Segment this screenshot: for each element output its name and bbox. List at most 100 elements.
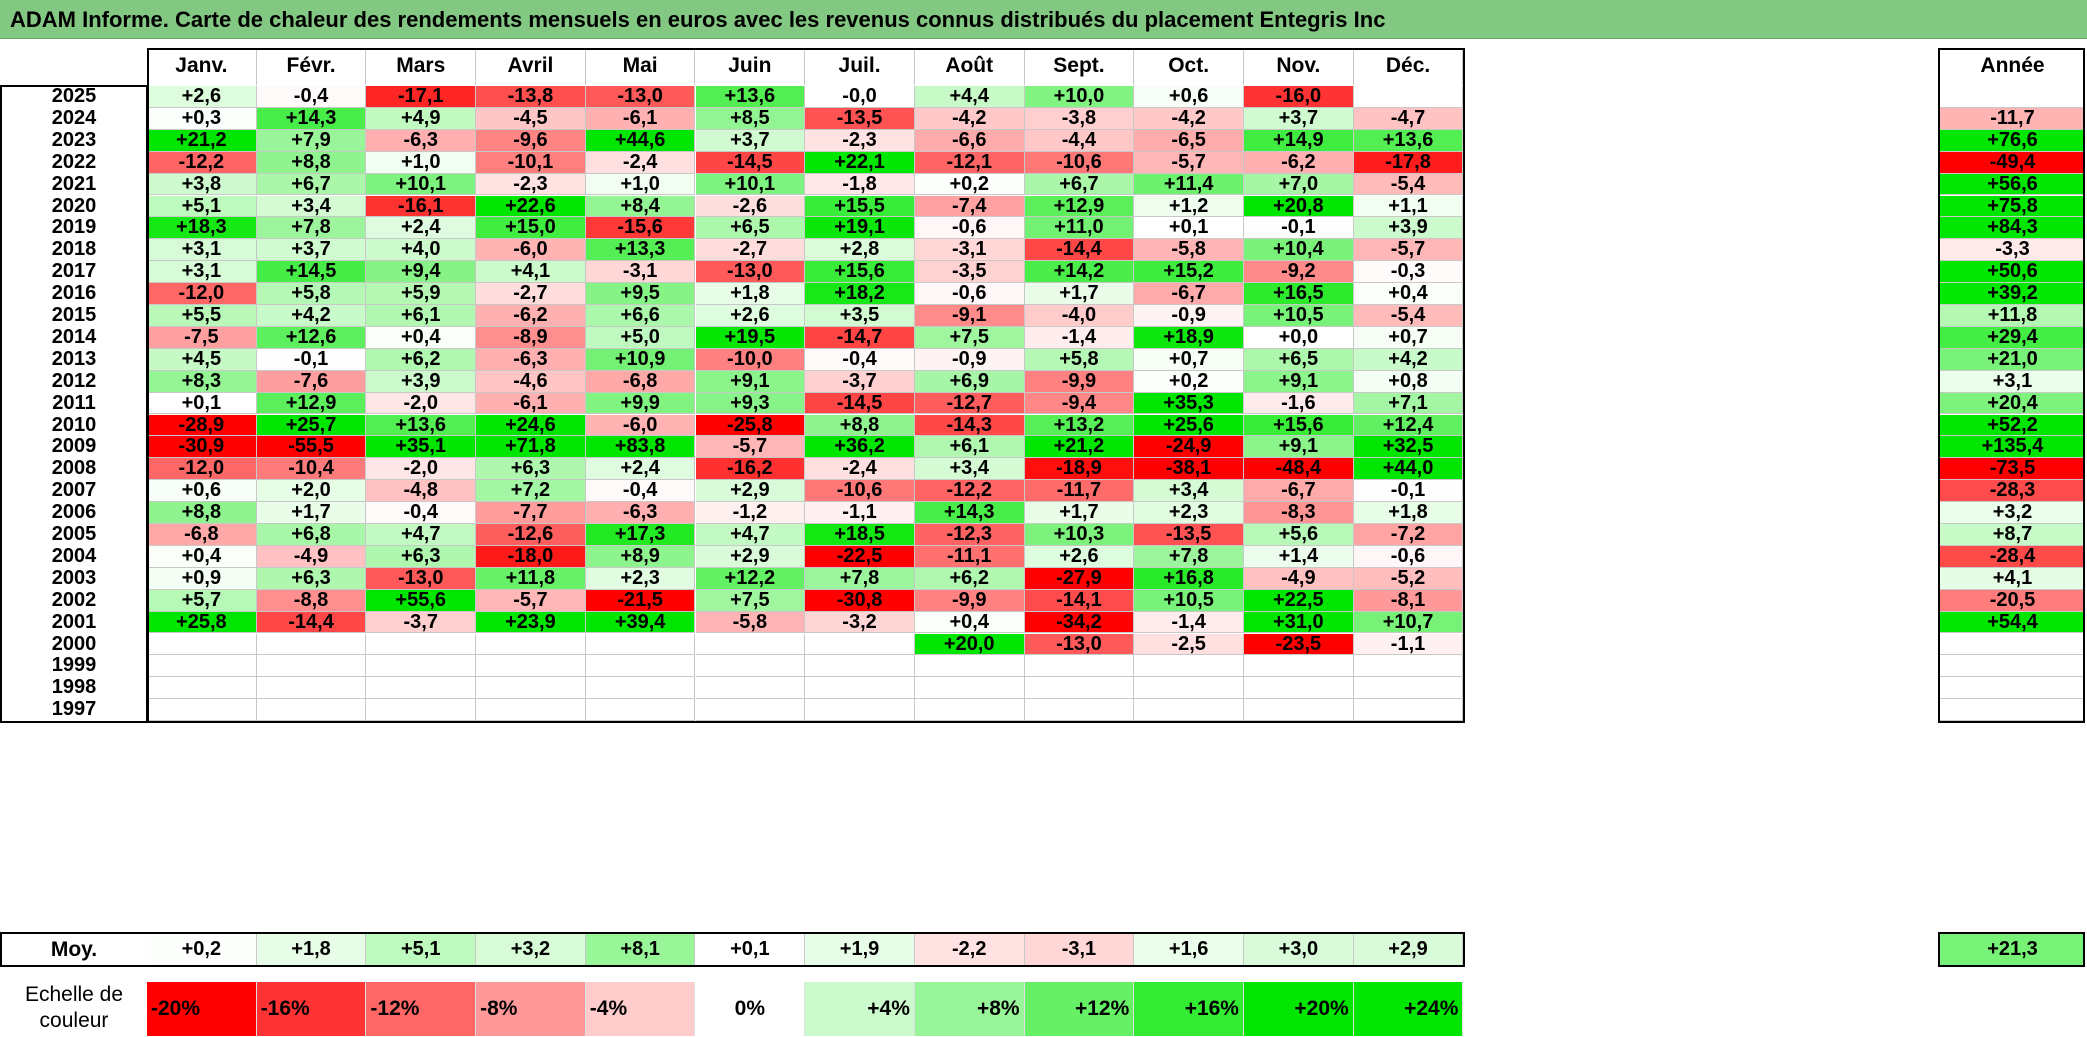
- heatmap-cell: +6,2: [366, 348, 477, 371]
- heatmap-cell: +12,2: [695, 567, 806, 590]
- heatmap-cell: [585, 677, 696, 700]
- heatmap-cell: [1024, 699, 1135, 722]
- heatmap-cell: +6,1: [366, 305, 477, 327]
- heatmap-cell: -6,3: [476, 348, 586, 371]
- color-scale-step: -20%: [147, 982, 257, 1036]
- heatmap-cell: +21,2: [1024, 436, 1135, 459]
- heatmap-cell: -12,2: [914, 480, 1025, 503]
- heatmap-cell: -0,1: [1244, 217, 1354, 240]
- heatmap-cell: +3,5: [805, 305, 915, 327]
- heatmap-cell: -9,1: [914, 305, 1025, 327]
- heatmap-cell: +10,3: [1024, 524, 1135, 546]
- annual-cell: [1940, 699, 2085, 722]
- heatmap-cell: [1353, 86, 1464, 108]
- heatmap-cell: -6,7: [1244, 480, 1354, 503]
- heatmap-cell: +71,8: [476, 436, 586, 459]
- heatmap-cell: -18,0: [476, 545, 586, 568]
- average-annual-cell: +21,3: [1940, 933, 2085, 966]
- heatmap-cell: -6,3: [585, 502, 696, 524]
- heatmap-cell: +8,4: [585, 195, 696, 218]
- color-scale-step: -12%: [366, 982, 477, 1036]
- heatmap-cell: [805, 655, 915, 678]
- heatmap-cell: +20,8: [1244, 195, 1354, 218]
- heatmap-cell: -10,4: [256, 458, 367, 481]
- heatmap-cell: -17,1: [366, 86, 477, 108]
- heatmap-cell: +25,7: [256, 414, 367, 437]
- annual-cell: +75,8: [1940, 195, 2085, 218]
- heatmap-cell: [585, 655, 696, 678]
- heatmap-cell: -4,0: [1024, 305, 1135, 327]
- heatmap-cell: +1,7: [1024, 502, 1135, 524]
- month-header: Juin: [696, 48, 806, 85]
- heatmap-cell: [256, 677, 367, 700]
- heatmap-cell: -0,9: [914, 348, 1025, 371]
- heatmap-cell: -4,4: [1024, 129, 1135, 152]
- heatmap-cell: +0,2: [1134, 370, 1244, 393]
- heatmap-cell: [695, 655, 806, 678]
- heatmap-cell: +18,3: [147, 217, 257, 240]
- heatmap-cell: -13,8: [476, 86, 586, 108]
- heatmap-cell: [695, 699, 806, 722]
- heatmap-cell: -3,7: [805, 370, 915, 393]
- year-label: 1999: [51, 654, 97, 677]
- heatmap-cell: +4,2: [1353, 348, 1464, 371]
- heatmap-cell: +22,1: [805, 151, 915, 174]
- annual-cell: [1940, 86, 2085, 108]
- year-label: 2023: [51, 128, 97, 151]
- heatmap-cell: +0,1: [1134, 217, 1244, 240]
- heatmap-cell: -11,1: [914, 545, 1025, 568]
- heatmap-cell: +3,1: [147, 261, 257, 284]
- heatmap-cell: +4,5: [147, 348, 257, 371]
- heatmap-cell: [1244, 699, 1354, 722]
- heatmap-cell: -5,4: [1353, 173, 1464, 196]
- heatmap-cell: -10,6: [805, 480, 915, 503]
- annual-cell: [1940, 633, 2085, 656]
- month-header: Oct.: [1134, 48, 1244, 85]
- heatmap-cell: +13,6: [695, 86, 806, 108]
- heatmap-cell: +18,5: [805, 524, 915, 546]
- heatmap-cell: -17,8: [1353, 151, 1464, 174]
- heatmap-cell: -6,1: [476, 392, 586, 415]
- heatmap-cell: +2,4: [585, 458, 696, 481]
- heatmap-cell: +6,3: [366, 545, 477, 568]
- year-label: 2005: [51, 523, 97, 545]
- heatmap-cell: +24,6: [476, 414, 586, 437]
- heatmap-cell: +3,4: [914, 458, 1025, 481]
- year-label: 2003: [51, 566, 97, 589]
- heatmap-cell: -9,6: [476, 129, 586, 152]
- heatmap-cell: -2,4: [585, 151, 696, 174]
- heatmap-cell: +3,7: [256, 239, 367, 262]
- heatmap-cell: [585, 633, 696, 656]
- heatmap-cell: -6,8: [585, 370, 696, 393]
- year-total-header: Année: [1980, 54, 2045, 77]
- heatmap-cell: -6,3: [366, 129, 477, 152]
- annual-cell: -28,3: [1940, 480, 2085, 503]
- heatmap-cell: +8,8: [147, 502, 257, 524]
- heatmap-cell: +0,7: [1134, 348, 1244, 371]
- heatmap-cell: +15,5: [805, 195, 915, 218]
- heatmap-cell: +11,8: [476, 567, 586, 590]
- heatmap-cell: -14,4: [1024, 239, 1135, 262]
- heatmap-cell: +12,9: [256, 392, 367, 415]
- heatmap-cell: +7,1: [1353, 392, 1464, 415]
- heatmap-cell: -0,4: [256, 86, 367, 108]
- year-label: 2013: [51, 347, 97, 370]
- heatmap-cell: +1,0: [366, 151, 477, 174]
- heatmap-cell: +0,4: [366, 326, 477, 349]
- heatmap-cell: [147, 655, 257, 678]
- heatmap-cell: +3,9: [1353, 217, 1464, 240]
- heatmap-cell: +1,8: [695, 283, 806, 305]
- heatmap-cell: [1134, 677, 1244, 700]
- heatmap-cell: +6,1: [914, 436, 1025, 459]
- heatmap-cell: -13,0: [366, 567, 477, 590]
- heatmap-cell: [147, 699, 257, 722]
- heatmap-cell: +2,3: [1134, 502, 1244, 524]
- heatmap-cell: +10,9: [585, 348, 696, 371]
- heatmap-cell: +2,9: [695, 480, 806, 503]
- heatmap-cell: -0,4: [366, 502, 477, 524]
- heatmap-cell: +0,6: [1134, 86, 1244, 108]
- heatmap-cell: -1,2: [695, 502, 806, 524]
- annual-cell: +3,2: [1940, 502, 2085, 524]
- heatmap-cell: -13,0: [585, 86, 696, 108]
- year-label: 2015: [51, 304, 97, 326]
